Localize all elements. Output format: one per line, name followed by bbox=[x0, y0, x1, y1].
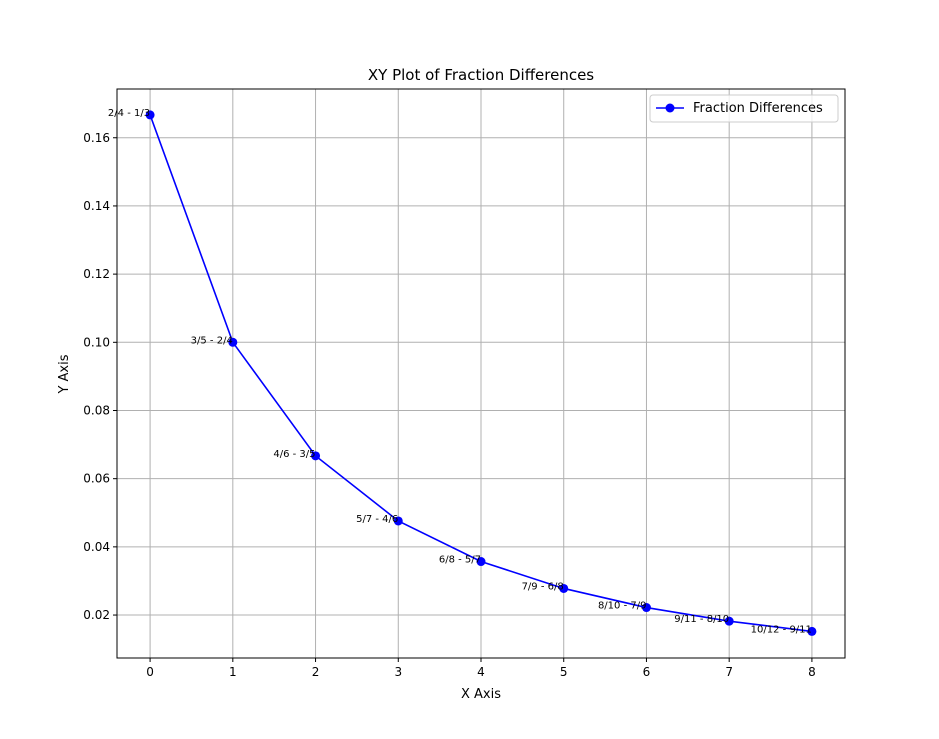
point-annotation: 6/8 - 5/7 bbox=[439, 555, 481, 566]
x-tick-label: 0 bbox=[146, 665, 154, 679]
chart-title: XY Plot of Fraction Differences bbox=[368, 66, 594, 84]
x-tick-label: 4 bbox=[477, 665, 485, 679]
y-tick-label: 0.10 bbox=[83, 335, 110, 349]
x-tick-label: 7 bbox=[725, 665, 733, 679]
data-point-marker bbox=[476, 557, 486, 567]
data-point-marker bbox=[145, 110, 155, 120]
point-annotations: 2/4 - 1/3 3/5 - 2/4 4/6 - 3/5 5/7 - 4/6 6/8 … bbox=[108, 108, 812, 635]
y-tick-label: 0.08 bbox=[83, 403, 110, 417]
data-point-marker bbox=[228, 337, 238, 347]
x-tick-label: 2 bbox=[312, 665, 320, 679]
data-point-marker bbox=[724, 616, 734, 626]
y-tick-label: 0.02 bbox=[83, 608, 110, 622]
y-tick-label: 0.14 bbox=[83, 199, 110, 213]
point-annotation: 3/5 - 2/4 bbox=[191, 335, 233, 346]
x-tick-label: 1 bbox=[229, 665, 237, 679]
data-point-marker bbox=[311, 451, 321, 461]
data-point-marker bbox=[559, 583, 569, 593]
legend-label: Fraction Differences bbox=[693, 101, 823, 116]
point-annotation: 7/9 - 6/8 bbox=[522, 581, 564, 592]
grid bbox=[117, 89, 845, 658]
x-tick-label: 8 bbox=[808, 665, 816, 679]
legend: Fraction Differences bbox=[649, 94, 839, 123]
data-markers bbox=[145, 110, 817, 636]
x-tick-label: 5 bbox=[560, 665, 568, 679]
point-annotation: 2/4 - 1/3 bbox=[108, 108, 150, 119]
x-ticks: 0 1 2 3 4 5 6 7 8 bbox=[146, 658, 816, 679]
legend-marker-icon bbox=[665, 103, 675, 113]
point-annotation: 4/6 - 3/5 bbox=[273, 449, 315, 460]
y-ticks: 0.02 0.04 0.06 0.08 0.10 0.12 0.14 0.16 bbox=[83, 131, 117, 622]
point-annotation: 9/11 - 8/10 bbox=[674, 614, 729, 625]
y-tick-label: 0.06 bbox=[83, 472, 110, 486]
y-axis-label: Y Axis bbox=[57, 354, 72, 394]
y-tick-label: 0.04 bbox=[83, 540, 110, 554]
data-point-marker bbox=[641, 603, 651, 613]
x-tick-label: 3 bbox=[394, 665, 402, 679]
data-point-marker bbox=[807, 626, 817, 636]
y-tick-label: 0.12 bbox=[83, 267, 110, 281]
point-annotation: 10/12 - 9/11 bbox=[751, 624, 812, 635]
y-tick-label: 0.16 bbox=[83, 131, 110, 145]
x-axis-label: X Axis bbox=[461, 687, 501, 702]
data-point-marker bbox=[393, 516, 403, 526]
point-annotation: 8/10 - 7/9 bbox=[598, 601, 647, 612]
point-annotation: 5/7 - 4/6 bbox=[356, 514, 398, 525]
x-tick-label: 6 bbox=[643, 665, 651, 679]
